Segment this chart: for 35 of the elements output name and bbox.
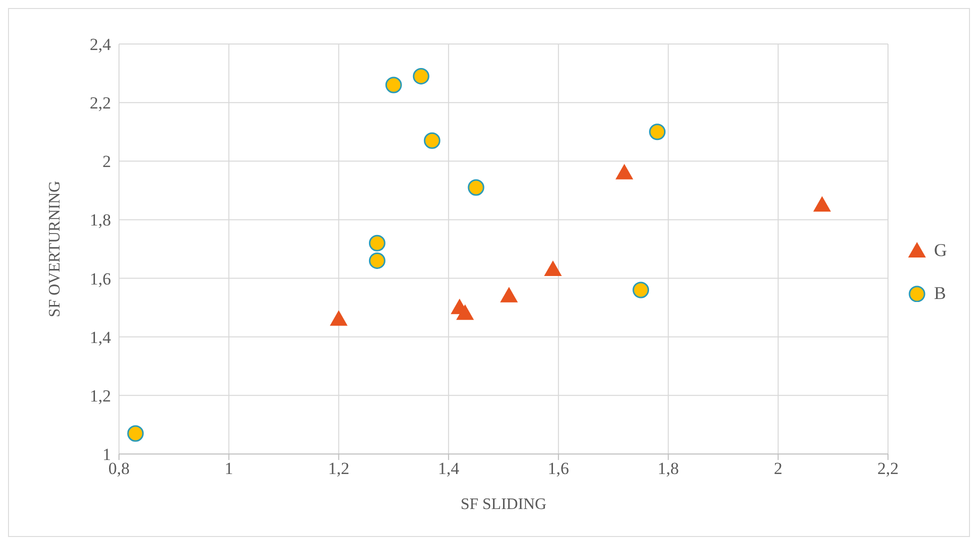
- x-tick-label: 1,2: [328, 459, 350, 478]
- y-tick-label: 1,8: [90, 210, 111, 230]
- point: [616, 164, 633, 180]
- point: [456, 304, 474, 320]
- x-tick-label: 1,8: [658, 459, 679, 478]
- point: [649, 124, 666, 140]
- x-tick-label: 0,8: [108, 459, 130, 478]
- legend-label: B: [934, 282, 946, 304]
- y-axis-title: SF OVERTURNING: [46, 180, 64, 318]
- x-tick-label: 1,4: [438, 459, 460, 478]
- y-tick-label: 1,4: [90, 328, 112, 347]
- y-tick-label: 2,4: [90, 35, 112, 54]
- y-tick-label: 1: [102, 445, 111, 464]
- y-tick-label: 1,2: [90, 386, 111, 406]
- point: [500, 287, 518, 302]
- x-tick-label: 2,2: [877, 459, 899, 478]
- point: [814, 196, 831, 212]
- point: [127, 425, 144, 442]
- y-tick-label: 2,2: [90, 94, 111, 113]
- point: [412, 68, 430, 84]
- point: [632, 282, 650, 298]
- x-tick-label: 1: [224, 459, 234, 478]
- x-tick-label: 1,6: [548, 459, 570, 478]
- point: [544, 261, 562, 276]
- point: [385, 76, 402, 94]
- x-axis-title: SF SLIDING: [460, 496, 547, 513]
- y-tick-label: 2: [102, 152, 111, 172]
- point: [368, 252, 386, 269]
- legend-label: G: [934, 240, 947, 260]
- x-tick-label: 2: [774, 459, 782, 478]
- y-tick-label: 1,6: [90, 269, 111, 288]
- point: [424, 132, 440, 149]
- point: [468, 179, 484, 196]
- point: [330, 310, 348, 326]
- point: [368, 234, 386, 252]
